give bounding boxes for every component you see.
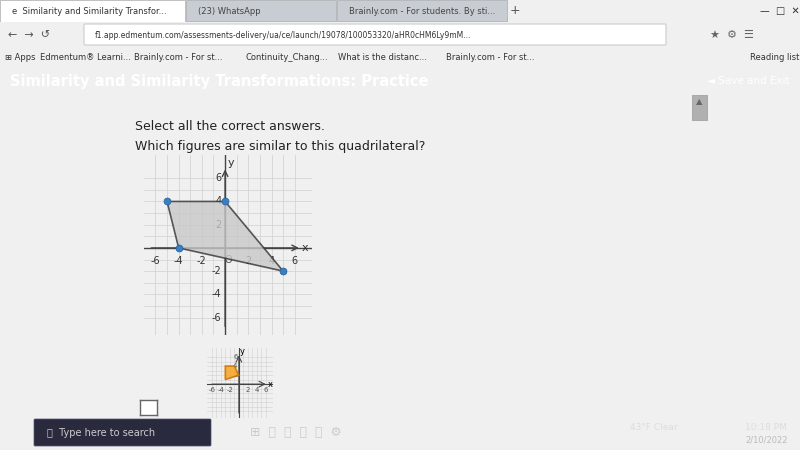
Text: —  □  ✕: — □ ✕ <box>760 6 800 16</box>
Text: (23) WhatsApp: (23) WhatsApp <box>198 6 261 15</box>
Text: 2: 2 <box>246 387 250 393</box>
Text: Similarity and Similarity Transformations: Practice: Similarity and Similarity Transformation… <box>10 73 429 89</box>
Text: -4: -4 <box>212 289 222 299</box>
Text: ▲: ▲ <box>696 98 702 107</box>
Text: -2: -2 <box>212 266 222 276</box>
Text: ◄ Save and Exit: ◄ Save and Exit <box>707 76 790 86</box>
Text: x: x <box>302 243 309 253</box>
Bar <box>337 0 507 21</box>
Text: 🔍  Type here to search: 🔍 Type here to search <box>47 428 155 438</box>
Text: 2/10/2022: 2/10/2022 <box>745 436 787 445</box>
Bar <box>692 95 707 120</box>
Bar <box>0 0 185 22</box>
Text: Brainly.com - For st...: Brainly.com - For st... <box>446 53 534 62</box>
Text: 6: 6 <box>264 387 268 393</box>
Text: Which figures are similar to this quadrilateral?: Which figures are similar to this quadri… <box>135 140 426 153</box>
Text: ★  ⚙  ☰: ★ ⚙ ☰ <box>710 30 754 40</box>
Text: -4: -4 <box>218 387 224 393</box>
Text: 10:18 PM: 10:18 PM <box>745 423 787 432</box>
Text: O: O <box>225 255 232 265</box>
Text: 2: 2 <box>215 220 222 230</box>
Text: Edmentum® Learni...: Edmentum® Learni... <box>40 53 131 62</box>
Text: f1.app.edmentum.com/assessments-delivery/ua/ce/launch/19078/100053320/aHR0cHM6Ly: f1.app.edmentum.com/assessments-delivery… <box>95 31 471 40</box>
Text: 6: 6 <box>233 354 238 360</box>
Text: -2: -2 <box>197 256 206 266</box>
Text: Reading list: Reading list <box>750 53 799 62</box>
Text: 2: 2 <box>245 256 251 266</box>
Text: 6: 6 <box>215 173 222 183</box>
Text: x: x <box>267 380 273 389</box>
Text: 2: 2 <box>233 372 238 378</box>
Text: -2: -2 <box>226 387 234 393</box>
Text: y: y <box>240 346 245 356</box>
FancyBboxPatch shape <box>84 24 666 45</box>
Polygon shape <box>226 366 239 380</box>
Text: Brainly.com - For students. By sti...: Brainly.com - For students. By sti... <box>349 6 495 15</box>
Text: 4: 4 <box>215 197 222 207</box>
Text: Brainly.com - For st...: Brainly.com - For st... <box>134 53 222 62</box>
Text: -6: -6 <box>212 313 222 323</box>
Text: Select all the correct answers.: Select all the correct answers. <box>135 120 325 133</box>
Polygon shape <box>167 202 283 271</box>
Text: 4: 4 <box>254 387 259 393</box>
Bar <box>186 0 336 21</box>
Text: ←  →  ↺: ← → ↺ <box>8 30 50 40</box>
Text: ⊞ Apps: ⊞ Apps <box>5 53 35 62</box>
Text: 4: 4 <box>233 363 238 369</box>
Text: y: y <box>227 158 234 168</box>
Text: 4: 4 <box>269 256 274 266</box>
FancyBboxPatch shape <box>34 419 211 446</box>
Text: 43°F Clear: 43°F Clear <box>630 423 678 432</box>
Text: e  Similarity and Similarity Transfor...: e Similarity and Similarity Transfor... <box>12 6 166 15</box>
Text: What is the distanc...: What is the distanc... <box>338 53 427 62</box>
Text: 6: 6 <box>292 256 298 266</box>
Text: -6: -6 <box>150 256 160 266</box>
Text: Continuity_Chang...: Continuity_Chang... <box>245 53 328 62</box>
Text: -4: -4 <box>174 256 183 266</box>
Text: +: + <box>510 4 521 18</box>
Text: ⊞  🗒  📁  🌐  🔵  ⚙: ⊞ 🗒 📁 🌐 🔵 ⚙ <box>250 427 342 440</box>
Text: -6: -6 <box>208 387 215 393</box>
